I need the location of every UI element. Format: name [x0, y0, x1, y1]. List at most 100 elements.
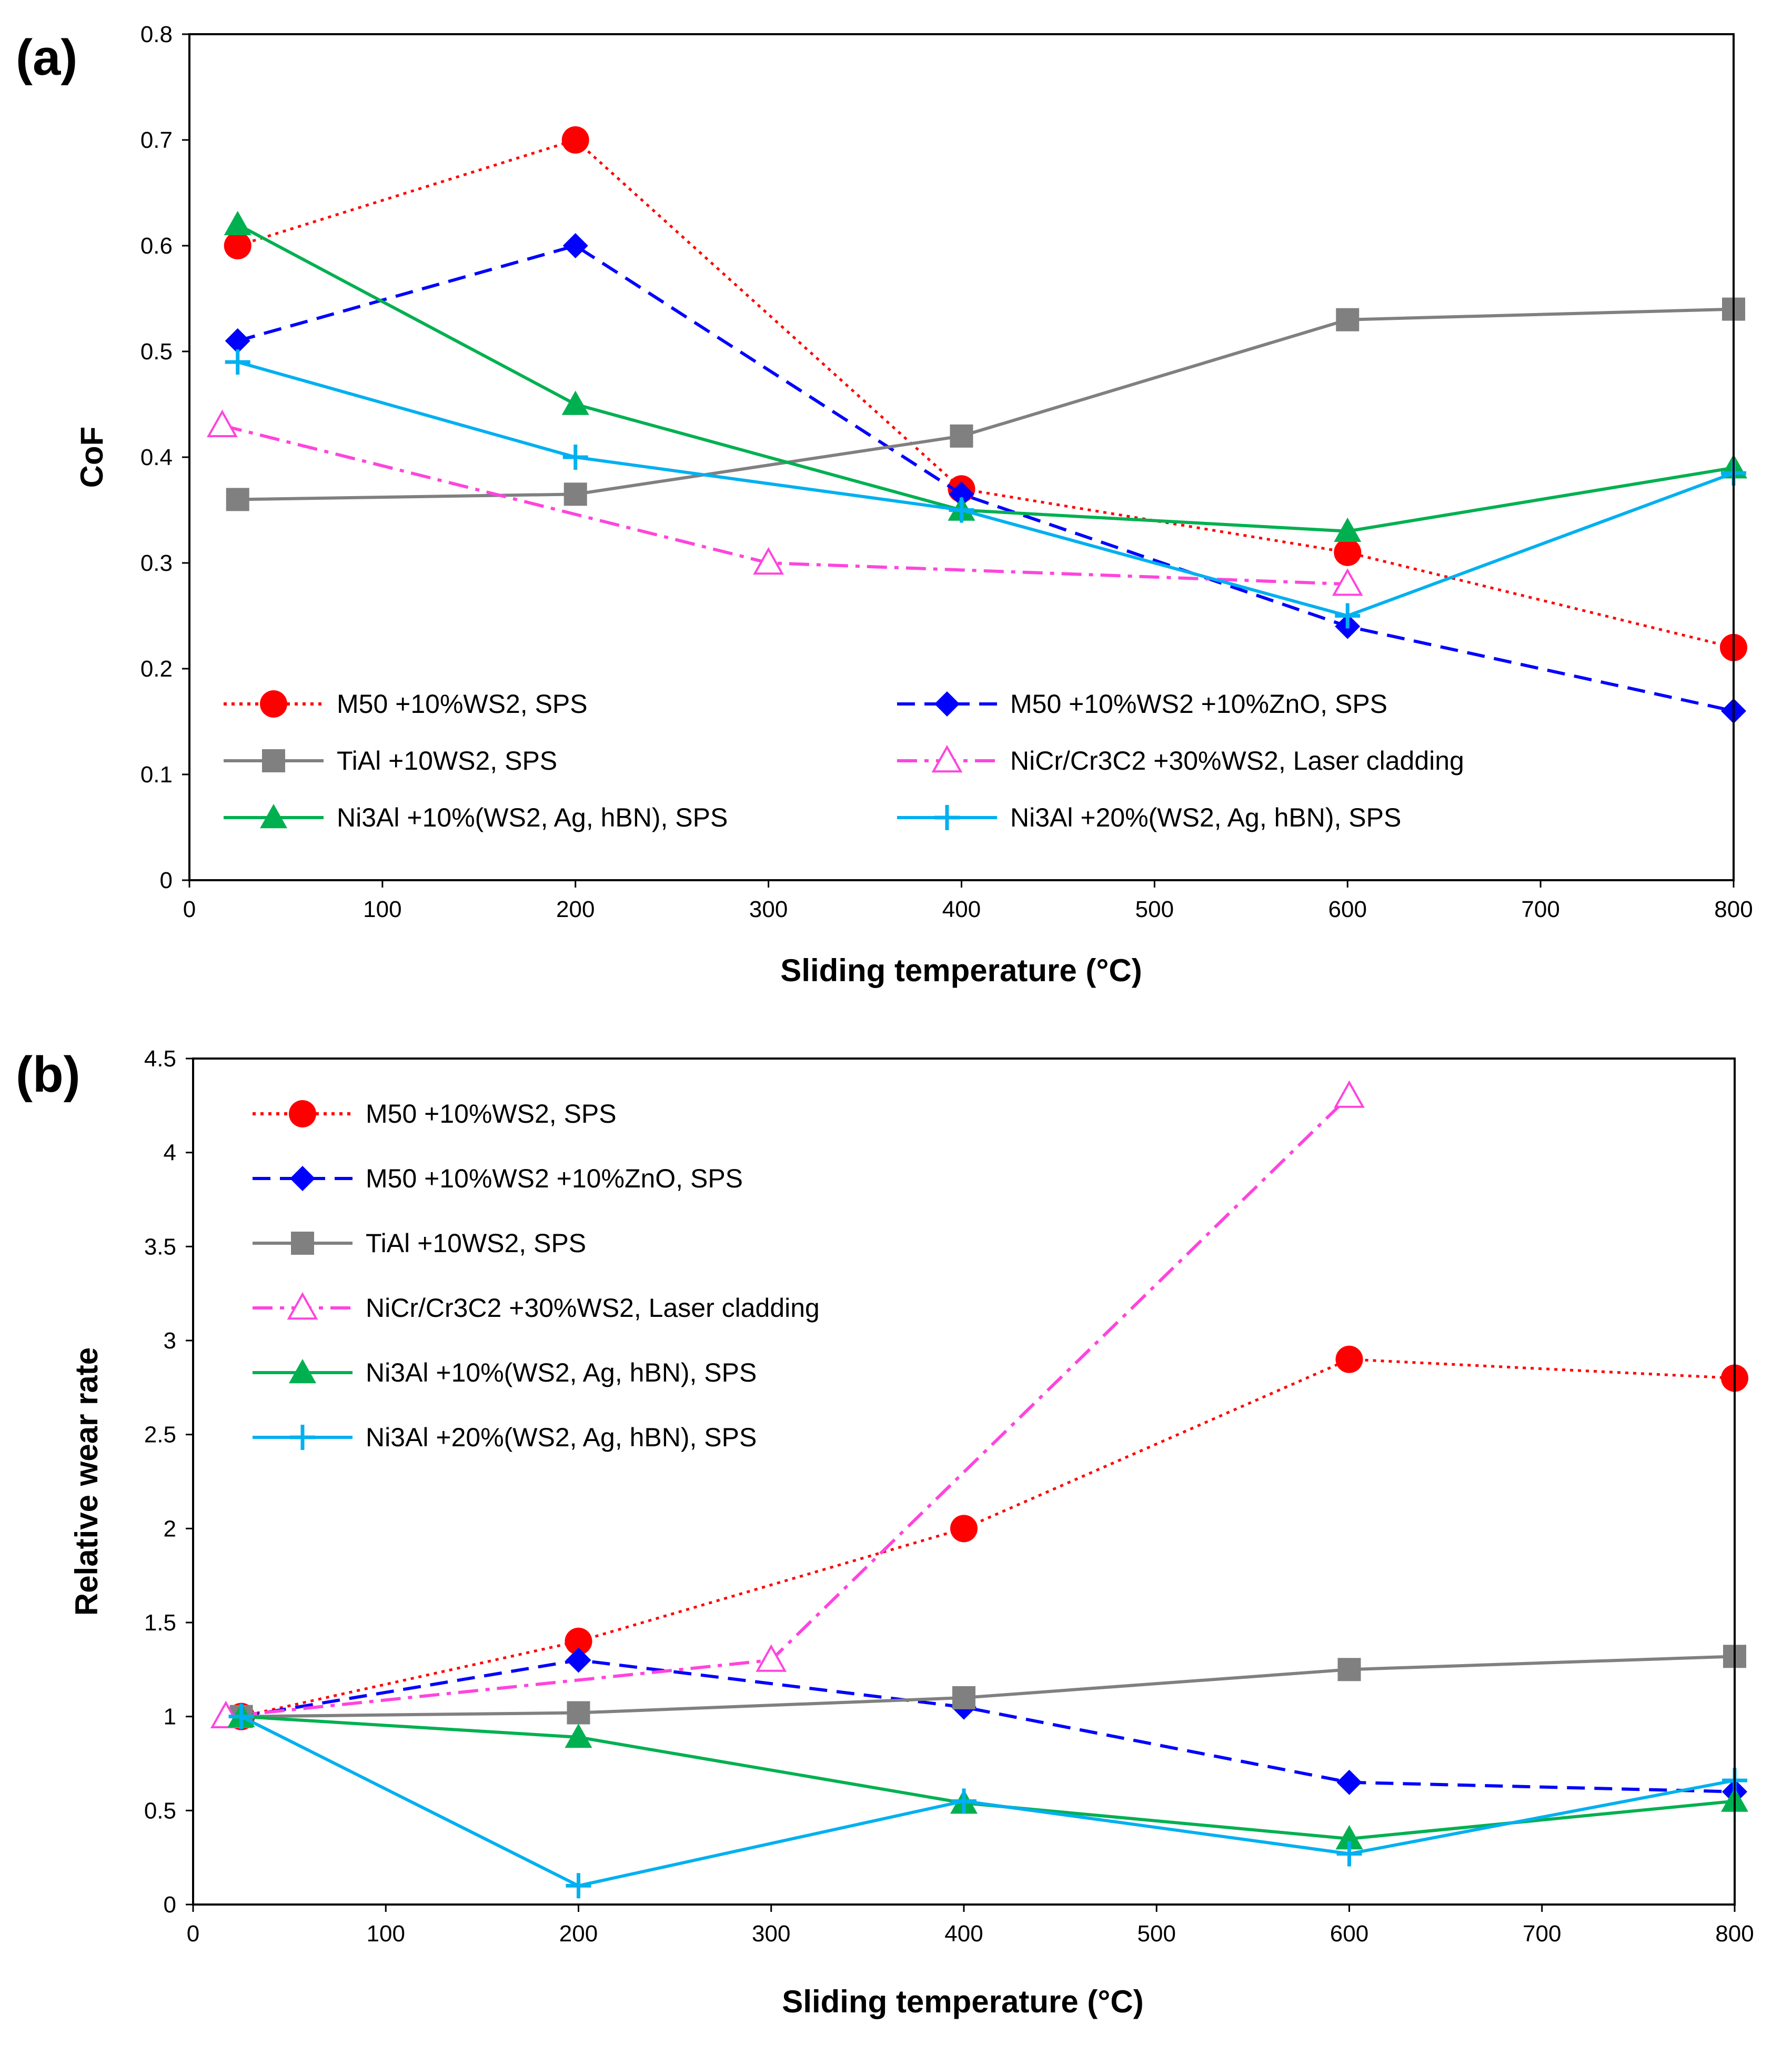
axis-ticks-a: 0 100 200 300 400 500 600 700 800 0 0.1 0.2 0.3 0.4 0.…	[140, 22, 1753, 922]
y-tick-label: 0.2	[140, 656, 173, 682]
legend-entry: M50 +10%WS2, SPS	[253, 1099, 617, 1129]
legend-marker	[289, 1100, 316, 1127]
data-point	[950, 1515, 978, 1543]
data-point	[949, 481, 974, 507]
series-4	[210, 1080, 1365, 1728]
data-point	[756, 1644, 787, 1672]
x-tick-label: 700	[1521, 896, 1559, 922]
legend-label: Ni3Al +20%(WS2, Ag, hBN), SPS	[366, 1423, 757, 1452]
legend-marker	[262, 749, 285, 772]
legend-label: TiAl +10WS2, SPS	[366, 1228, 586, 1258]
legend-label: Ni3Al +20%(WS2, Ag, hBN), SPS	[1010, 803, 1401, 832]
legend-entry: M50 +10%WS2 +10%ZnO, SPS	[897, 689, 1387, 719]
y-axis-title-a: CoF	[74, 427, 109, 488]
legend-label: NiCr/Cr3C2 +30%WS2, Laser cladding	[1010, 746, 1464, 775]
x-tick-label: 600	[1330, 1921, 1368, 1947]
data-point	[1334, 1080, 1365, 1108]
legend-entry: TiAl +10WS2, SPS	[253, 1228, 586, 1258]
x-tick-label: 500	[1135, 896, 1174, 922]
data-point	[225, 349, 250, 375]
x-axis-title-b: Sliding temperature (°C)	[782, 1984, 1143, 2019]
x-tick-label: 200	[559, 1921, 598, 1947]
series-group-a	[206, 126, 1747, 724]
y-tick-label: 0.5	[140, 339, 173, 365]
y-tick-label: 0	[164, 1892, 176, 1918]
legend-marker	[260, 690, 287, 718]
data-point	[562, 445, 588, 470]
legend-label: M50 +10%WS2 +10%ZnO, SPS	[1010, 689, 1387, 719]
x-tick-label: 300	[752, 1921, 790, 1947]
legend-a: M50 +10%WS2, SPS M50 +10%WS2 +10%ZnO, SPS…	[224, 689, 1464, 832]
legend-marker	[934, 805, 960, 830]
series-1	[227, 1345, 1748, 1730]
series-4	[206, 409, 1363, 596]
series-line	[241, 1358, 1735, 1718]
x-tick-label: 800	[1715, 1921, 1754, 1947]
data-point	[951, 1788, 976, 1814]
chart-panel-b: (b) 0 100 200 300 400 500 600 700 800 0 0.5 1 1.5 2 2.…	[16, 1046, 1754, 2019]
data-point	[1332, 568, 1363, 596]
x-tick-label: 800	[1714, 896, 1753, 922]
y-tick-label: 0.3	[140, 550, 173, 576]
data-point	[226, 488, 249, 511]
data-point	[1335, 1825, 1363, 1850]
data-point	[753, 547, 784, 575]
x-tick-label: 500	[1137, 1921, 1176, 1947]
data-point	[562, 233, 588, 258]
legend-label: TiAl +10WS2, SPS	[337, 746, 557, 775]
data-point	[566, 1873, 591, 1899]
data-point	[224, 232, 251, 259]
y-tick-label: 1.5	[144, 1610, 176, 1636]
legend-marker	[260, 804, 287, 829]
y-tick-label: 4	[164, 1140, 176, 1166]
data-point	[1334, 517, 1362, 542]
data-point	[565, 1627, 592, 1655]
x-tick-label: 700	[1523, 1921, 1561, 1947]
data-point	[949, 497, 974, 523]
data-point	[1335, 1345, 1363, 1373]
data-point	[565, 1723, 592, 1748]
data-point	[561, 126, 589, 154]
legend-label: M50 +10%WS2 +10%ZnO, SPS	[366, 1164, 743, 1193]
x-axis-title-a: Sliding temperature (°C)	[780, 953, 1142, 988]
data-point	[563, 482, 587, 506]
legend-label: M50 +10%WS2, SPS	[366, 1099, 617, 1129]
legend-label: NiCr/Cr3C2 +30%WS2, Laser cladding	[366, 1293, 820, 1323]
y-tick-label: 3.5	[144, 1234, 176, 1260]
data-point	[206, 409, 238, 437]
legend-marker	[291, 1232, 314, 1255]
series-line	[237, 138, 1734, 649]
legend-marker	[290, 1166, 315, 1191]
data-point	[561, 390, 589, 415]
x-tick-label: 400	[944, 1921, 983, 1947]
y-tick-label: 0	[160, 868, 173, 893]
legend-entry: M50 +10%WS2, SPS	[224, 689, 588, 719]
legend-entry: Ni3Al +20%(WS2, Ag, hBN), SPS	[897, 803, 1401, 832]
data-point	[567, 1701, 590, 1725]
legend-b: M50 +10%WS2, SPS M50 +10%WS2 +10%ZnO, SPS…	[253, 1099, 820, 1452]
series-line	[241, 1658, 1735, 1794]
y-tick-label: 0.1	[140, 762, 173, 788]
legend-marker	[287, 1292, 318, 1320]
data-point	[1335, 603, 1361, 629]
legend-entry: NiCr/Cr3C2 +30%WS2, Laser cladding	[253, 1292, 820, 1323]
data-point	[1334, 538, 1362, 566]
data-point	[1336, 1769, 1362, 1795]
data-point	[1336, 1841, 1362, 1867]
data-point	[224, 210, 251, 236]
x-tick-label: 300	[749, 896, 788, 922]
legend-label: Ni3Al +10%(WS2, Ag, hBN), SPS	[337, 803, 728, 832]
y-tick-label: 0.5	[144, 1798, 176, 1824]
y-tick-label: 0.7	[140, 127, 173, 153]
y-tick-label: 1	[164, 1704, 176, 1730]
panel-label-b: (b)	[16, 1046, 80, 1103]
data-point	[1336, 308, 1360, 331]
legend-label: Ni3Al +10%(WS2, Ag, hBN), SPS	[366, 1358, 757, 1387]
series-group-b	[210, 1080, 1748, 1899]
x-tick-label: 0	[187, 1921, 199, 1947]
x-tick-label: 200	[556, 896, 595, 922]
y-tick-label: 0.4	[140, 445, 173, 470]
y-tick-label: 2	[164, 1516, 176, 1542]
